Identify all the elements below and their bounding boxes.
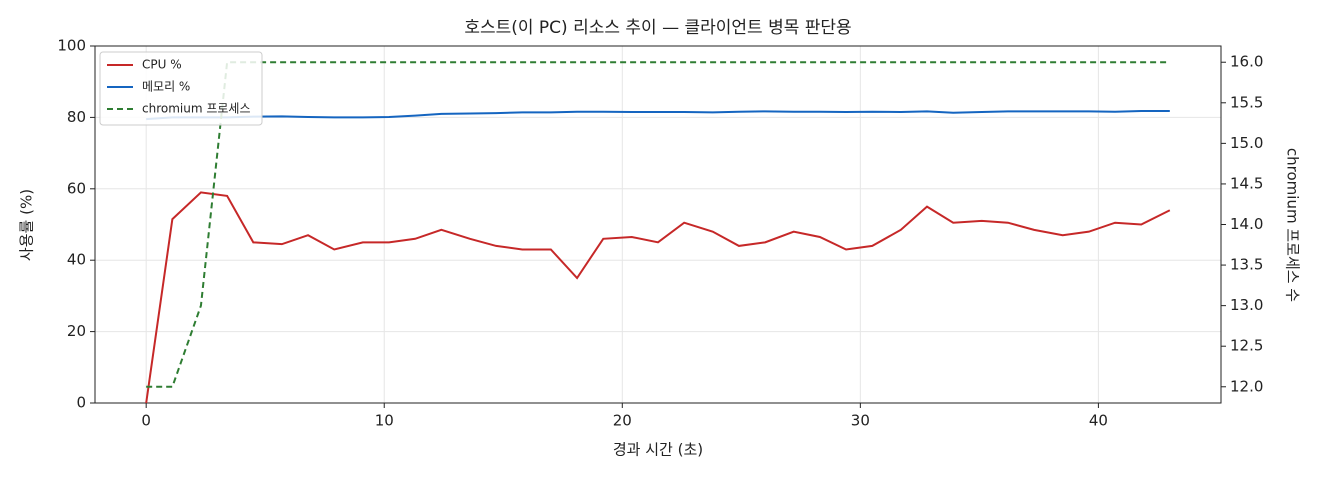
y2-tick-label: 13.5 — [1230, 256, 1263, 274]
y-tick-label: 20 — [67, 322, 86, 340]
series-line — [145, 191, 1171, 404]
x-tick-label: 0 — [141, 412, 151, 430]
y-axis-label: 사용률 (%) — [18, 189, 36, 261]
legend-box — [99, 51, 263, 126]
y2-tick-label: 12.5 — [1230, 337, 1263, 355]
x-tick-label: 40 — [1089, 412, 1108, 430]
x-tick-label: 20 — [613, 412, 632, 430]
y2-tick-label: 15.0 — [1230, 134, 1263, 152]
y2-tick-label: 14.0 — [1230, 215, 1263, 233]
y2-axis-label: chromium 프로세스 수 — [1284, 148, 1302, 302]
y-tick-label: 0 — [76, 394, 86, 412]
x-tick-label: 30 — [851, 412, 870, 430]
y2-tick-label: 16.0 — [1230, 53, 1263, 71]
y2-tick-label: 15.5 — [1230, 93, 1263, 111]
y-tick-label: 40 — [67, 251, 86, 269]
x-axis-label: 경과 시간 (초) — [613, 441, 703, 459]
x-tick-label: 10 — [375, 412, 394, 430]
legend: CPU % 메모리 % chromium 프로세스 — [99, 51, 263, 126]
series-line — [146, 109, 1170, 121]
legend-label: CPU % — [142, 58, 182, 72]
legend-label: 메모리 % — [142, 80, 190, 94]
y2-tick-label: 14.5 — [1230, 174, 1263, 192]
y-tick-label: 60 — [67, 179, 86, 197]
legend-label: chromium 프로세스 — [142, 102, 251, 116]
y-tick-label: 80 — [67, 108, 86, 126]
y2-tick-label: 13.0 — [1230, 296, 1263, 314]
y2-tick-label: 12.0 — [1230, 377, 1263, 395]
y-tick-label: 100 — [57, 37, 86, 55]
chart-title: 호스트(이 PC) 리소스 추이 — 클라이언트 병목 판단용 — [464, 18, 851, 38]
plot-frame — [94, 45, 1222, 404]
